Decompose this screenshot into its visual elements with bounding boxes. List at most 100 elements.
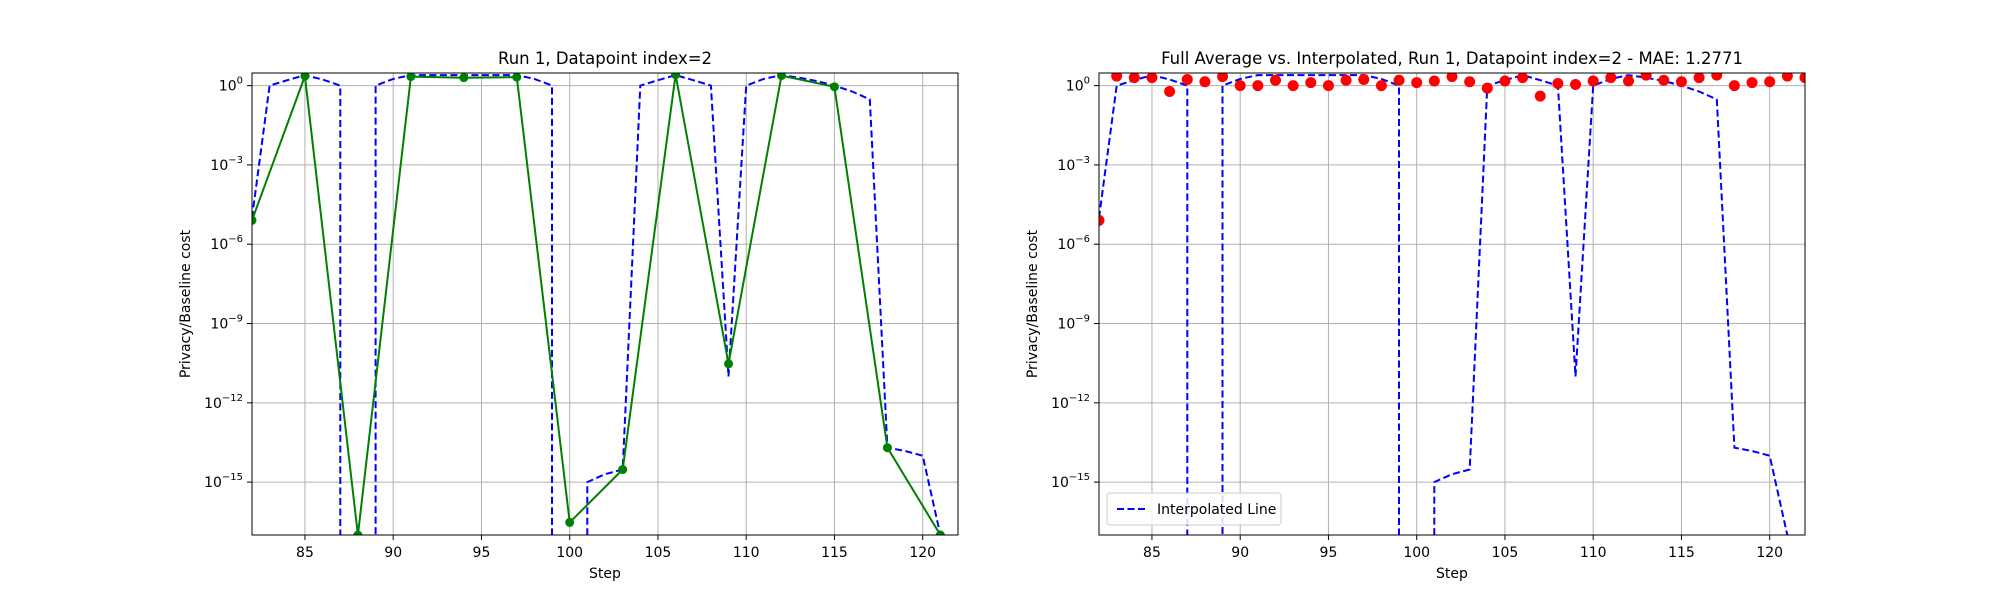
scatter-point — [1411, 77, 1423, 89]
scatter-point — [1764, 76, 1776, 88]
y-tick-base: 10 — [1057, 237, 1075, 253]
x-tick-label: 85 — [296, 545, 314, 561]
series-marker — [724, 359, 734, 369]
scatter-point — [1623, 75, 1634, 87]
series-group — [1099, 73, 1805, 535]
series-marker — [353, 530, 363, 535]
y-tick-base: 10 — [204, 475, 222, 491]
y-tick-base: 10 — [1066, 79, 1084, 95]
y-tick-base: 10 — [210, 317, 228, 333]
scatter-point — [1375, 80, 1387, 92]
y-tick-base: 10 — [219, 79, 237, 95]
y-tick-base: 10 — [1051, 475, 1069, 491]
scatter-point — [1199, 76, 1211, 88]
scatter-point — [1711, 73, 1723, 81]
y-tick-base: 10 — [1057, 158, 1075, 174]
y-tick-label: 10−9 — [1057, 314, 1090, 333]
y-tick-label: 10−6 — [210, 234, 243, 253]
scatter-point — [1799, 73, 1805, 84]
scatter-point — [1111, 73, 1123, 82]
y-tick-exponent: −12 — [1069, 393, 1090, 404]
y-tick-base: 10 — [210, 158, 228, 174]
scatter-point — [1270, 74, 1281, 86]
scatter-point — [1358, 74, 1370, 86]
scatter-point — [1217, 73, 1229, 83]
x-tick-label: 110 — [733, 545, 760, 561]
x-tick-label: 115 — [1668, 545, 1695, 561]
x-tick-label: 100 — [1403, 545, 1430, 561]
y-tick-base: 10 — [1051, 396, 1069, 412]
x-tick-label: 100 — [556, 545, 583, 561]
chart-1: 85 90 95 100 105 110 115 12010010−310−610−910−1… — [178, 49, 959, 582]
series-marker — [300, 73, 310, 81]
series-marker — [512, 73, 522, 82]
x-tick-label: 95 — [473, 545, 491, 561]
scatter-point — [1552, 78, 1564, 90]
scatter-point — [1587, 75, 1599, 87]
series-marker — [565, 517, 575, 527]
scatter-point — [1781, 73, 1793, 82]
plot-frame — [1098, 72, 1806, 536]
scatter-point — [1746, 77, 1758, 89]
y-tick-base: 10 — [210, 237, 228, 253]
dashed-series-line — [252, 74, 942, 535]
y-tick-exponent: −9 — [228, 314, 243, 325]
scatter-point — [1181, 74, 1193, 86]
y-tick-label: 10−12 — [1051, 393, 1090, 412]
scatter-point — [1322, 80, 1334, 92]
scatter-point — [1234, 80, 1246, 92]
scatter-point — [1675, 76, 1687, 88]
scatter-point — [1099, 214, 1105, 226]
y-tick-label: 10−6 — [1057, 234, 1090, 253]
y-tick-exponent: −15 — [222, 472, 243, 483]
scatter-point — [1446, 73, 1458, 83]
x-tick-label: 85 — [1143, 545, 1161, 561]
x-tick-label: 115 — [821, 545, 848, 561]
scatter-point — [1393, 74, 1405, 86]
chart-2: 85 90 95 100 105 110 115 12010010−310−610−910−1… — [1025, 49, 1806, 582]
series-marker — [882, 443, 892, 453]
x-axis-label: Step — [1436, 566, 1468, 582]
scatter-point — [1305, 77, 1317, 89]
x-tick-label: 110 — [1580, 545, 1607, 561]
y-tick-label: 10−12 — [204, 393, 243, 412]
y-tick-exponent: −3 — [1075, 155, 1090, 166]
scatter-point — [1164, 85, 1176, 97]
x-tick-label: 120 — [909, 545, 936, 561]
scatter-point — [1287, 80, 1299, 92]
y-tick-label: 100 — [1066, 76, 1090, 95]
y-tick-base: 10 — [1057, 317, 1075, 333]
series-marker — [777, 73, 786, 81]
scatter-point — [1658, 74, 1670, 86]
legend-label: Interpolated Line — [1157, 502, 1276, 518]
scatter-point — [1693, 73, 1705, 84]
dashed-series-line — [1099, 74, 1789, 535]
scatter-point — [1340, 74, 1352, 86]
y-tick-exponent: 0 — [237, 76, 243, 87]
y-tick-exponent: −6 — [1075, 234, 1090, 245]
scatter-point — [1252, 80, 1264, 92]
y-tick-label: 10−15 — [1051, 472, 1090, 491]
legend-box — [1106, 492, 1282, 526]
y-tick-exponent: −12 — [222, 393, 243, 404]
x-tick-label: 90 — [384, 545, 402, 561]
y-tick-label: 100 — [219, 76, 243, 95]
solid-series-line — [252, 74, 942, 535]
x-tick-label: 90 — [1231, 545, 1249, 561]
x-tick-label: 120 — [1756, 545, 1783, 561]
y-axis-label: Privacy/Baseline cost — [1025, 229, 1041, 378]
chart-title: Full Average vs. Interpolated, Run 1, Da… — [1161, 49, 1743, 68]
series-marker — [406, 73, 416, 82]
scatter-point — [1517, 73, 1529, 84]
x-tick-label: 105 — [1492, 545, 1519, 561]
y-tick-label: 10−9 — [210, 314, 243, 333]
scatter-point — [1499, 75, 1511, 87]
scatter-point — [1464, 76, 1476, 88]
series-marker — [935, 530, 945, 535]
series-group — [252, 73, 945, 535]
series-marker — [671, 73, 681, 80]
scatter-point — [1605, 73, 1617, 84]
y-axis-label: Privacy/Baseline cost — [178, 229, 194, 378]
y-tick-exponent: −6 — [228, 234, 243, 245]
